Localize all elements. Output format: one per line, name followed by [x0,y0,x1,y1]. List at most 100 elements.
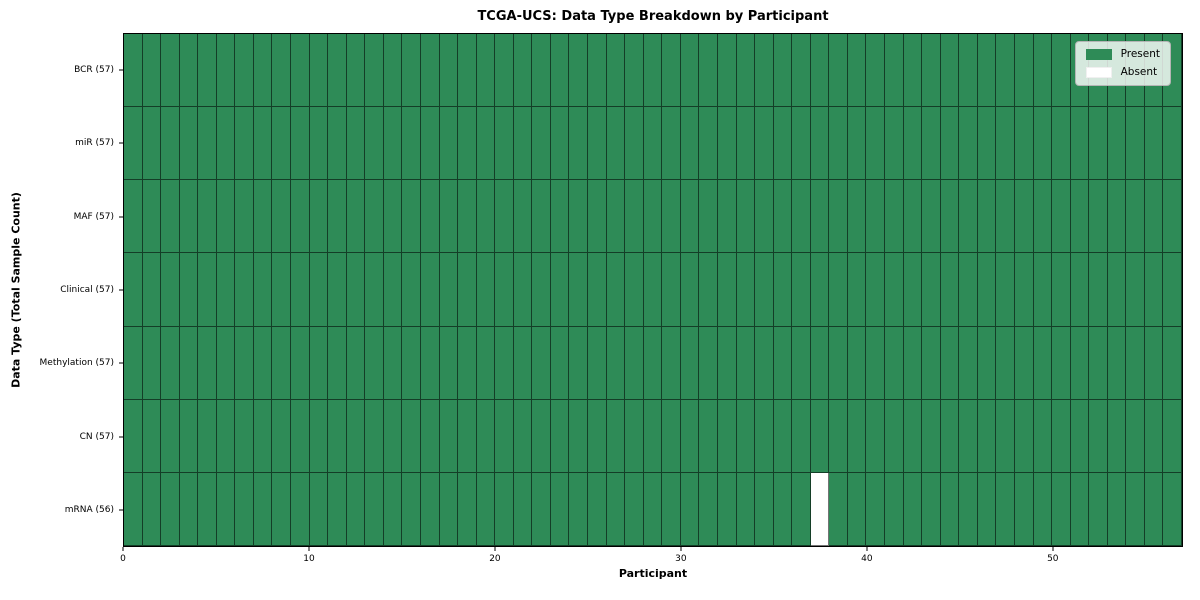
heatmap-cell [569,107,589,181]
heatmap-cell [142,326,162,400]
heatmap-cell [309,472,329,546]
heatmap-cell [866,107,886,181]
heatmap-cell [1144,253,1164,327]
heatmap-cell [291,472,310,546]
heatmap-cell [940,253,960,327]
heatmap-cell [1089,253,1108,327]
heatmap-cell [476,399,496,473]
heatmap-cell [272,34,292,108]
heatmap-cell [458,326,477,400]
heatmap-cell [402,472,421,546]
heatmap-cell [606,107,626,181]
heatmap-cell [680,472,700,546]
heatmap-cell [253,326,273,400]
heatmap-cell [1052,253,1071,327]
heatmap-cell [773,253,793,327]
x-tick-mark [308,547,310,551]
heatmap-cell [198,34,217,108]
heatmap-grid [124,34,1182,546]
heatmap-cell [662,472,681,546]
heatmap-cell [1107,399,1127,473]
heatmap-cell [662,180,681,254]
legend-entry: Present [1085,49,1160,60]
heatmap-cell [402,34,421,108]
heatmap-cell [625,472,644,546]
heatmap-cell [588,399,607,473]
heatmap-cell [847,107,867,181]
y-tick-label: CN (57) [79,431,114,442]
heatmap-cell [253,34,273,108]
heatmap-cell [773,326,793,400]
heatmap-cell [142,253,162,327]
heatmap-cell [272,326,292,400]
heatmap-cell [829,472,848,546]
heatmap-cell [383,34,403,108]
heatmap-cell [996,107,1015,181]
heatmap-cell [643,399,663,473]
y-tick-mark [119,69,123,71]
heatmap-cell [1014,180,1034,254]
y-tick-label: Methylation (57) [39,358,114,369]
heatmap-cell [291,399,310,473]
heatmap-cell [810,399,830,473]
heatmap-cell [420,253,440,327]
heatmap-cell [996,326,1015,400]
heatmap-cell [328,253,347,327]
heatmap-cell [216,34,236,108]
heatmap-cell [1163,326,1182,400]
heatmap-cell [1070,326,1090,400]
heatmap-cell [1126,399,1145,473]
heatmap-cell [161,399,180,473]
heatmap-cell [717,180,737,254]
heatmap-cell [569,326,589,400]
heatmap-cell [439,34,459,108]
heatmap-cell [903,253,923,327]
heatmap-cell [922,399,941,473]
heatmap-cell [550,399,570,473]
heatmap-cell [161,472,180,546]
heatmap-cell [309,399,329,473]
heatmap-cell [903,107,923,181]
heatmap-cell [235,180,254,254]
heatmap-cell [699,107,718,181]
heatmap-cell [365,399,384,473]
heatmap-cell [1126,107,1145,181]
heatmap-cell [829,326,848,400]
heatmap-cell [495,253,514,327]
heatmap-cell [532,34,551,108]
heatmap-cell [977,472,997,546]
heatmap-cell [346,326,366,400]
heatmap-cell [346,180,366,254]
heatmap-cell [476,107,496,181]
heatmap-cell [1126,180,1145,254]
heatmap-cell [402,399,421,473]
heatmap-cell [773,34,793,108]
heatmap-cell [235,107,254,181]
heatmap-cell [736,326,756,400]
heatmap-cell [829,34,848,108]
heatmap-cell [179,399,199,473]
heatmap-cell [940,107,960,181]
heatmap-cell [959,253,978,327]
heatmap-cell [792,326,811,400]
heatmap-cell [996,399,1015,473]
heatmap-cell [922,326,941,400]
plot-area: Present Absent [123,33,1183,547]
heatmap-cell [1089,326,1108,400]
heatmap-cell [328,34,347,108]
heatmap-cell [662,399,681,473]
heatmap-cell [1052,34,1071,108]
heatmap-cell [1089,399,1108,473]
heatmap-cell [959,107,978,181]
heatmap-cell [885,326,904,400]
heatmap-cell [439,399,459,473]
heatmap-cell [922,180,941,254]
heatmap-cell [420,399,440,473]
heatmap-cell [1070,472,1090,546]
heatmap-cell [458,253,477,327]
heatmap-cell [885,180,904,254]
heatmap-cell [513,399,533,473]
heatmap-cell [717,253,737,327]
y-tick-label: mRNA (56) [64,505,114,516]
heatmap-cell [1144,326,1164,400]
